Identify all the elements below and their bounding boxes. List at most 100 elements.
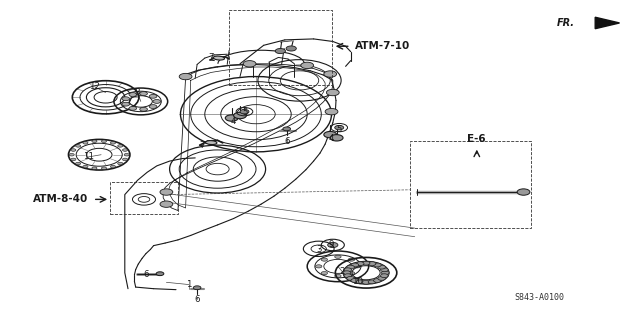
Circle shape xyxy=(140,108,147,111)
Circle shape xyxy=(325,108,338,115)
Circle shape xyxy=(321,271,328,275)
Circle shape xyxy=(110,142,115,144)
Circle shape xyxy=(368,262,376,265)
Bar xyxy=(229,10,332,85)
Circle shape xyxy=(356,262,364,265)
Text: 9: 9 xyxy=(329,240,334,249)
Ellipse shape xyxy=(205,141,217,145)
Text: 7: 7 xyxy=(199,141,204,150)
Text: 4: 4 xyxy=(329,134,334,143)
Circle shape xyxy=(129,93,137,96)
Circle shape xyxy=(71,158,76,161)
Circle shape xyxy=(321,258,328,261)
Text: S843-A0100: S843-A0100 xyxy=(514,293,564,302)
Ellipse shape xyxy=(213,56,225,60)
Circle shape xyxy=(122,102,130,106)
Circle shape xyxy=(122,158,127,161)
Text: 10: 10 xyxy=(351,277,363,286)
Circle shape xyxy=(347,265,355,269)
Circle shape xyxy=(122,149,127,151)
Circle shape xyxy=(330,135,343,141)
Circle shape xyxy=(381,268,388,272)
Circle shape xyxy=(335,255,341,258)
Circle shape xyxy=(118,145,123,147)
Circle shape xyxy=(129,107,137,110)
Circle shape xyxy=(344,274,351,278)
Circle shape xyxy=(83,142,88,144)
Circle shape xyxy=(381,274,388,278)
Circle shape xyxy=(101,167,106,169)
Circle shape xyxy=(347,277,355,280)
Circle shape xyxy=(122,97,130,100)
Circle shape xyxy=(362,261,370,265)
Text: 12: 12 xyxy=(89,82,100,91)
Circle shape xyxy=(149,105,157,108)
Circle shape xyxy=(301,62,314,69)
Text: ATM-7-10: ATM-7-10 xyxy=(355,41,410,51)
Circle shape xyxy=(354,265,360,268)
Circle shape xyxy=(149,94,157,98)
Text: FR.: FR. xyxy=(557,18,575,28)
Circle shape xyxy=(110,165,115,168)
Circle shape xyxy=(362,280,370,284)
Polygon shape xyxy=(595,17,620,29)
Circle shape xyxy=(76,162,81,165)
Text: 7: 7 xyxy=(209,53,214,62)
Circle shape xyxy=(326,89,339,96)
Circle shape xyxy=(153,100,161,103)
Circle shape xyxy=(240,109,249,114)
Circle shape xyxy=(243,61,256,67)
Circle shape xyxy=(283,127,291,131)
Circle shape xyxy=(69,153,74,156)
Text: ATM-8-40: ATM-8-40 xyxy=(33,194,88,204)
Circle shape xyxy=(160,201,173,207)
Circle shape xyxy=(335,125,344,130)
Circle shape xyxy=(140,92,147,95)
Circle shape xyxy=(374,278,381,282)
Text: 5: 5 xyxy=(337,125,342,134)
Text: 2: 2 xyxy=(340,267,345,276)
Circle shape xyxy=(179,73,192,80)
Circle shape xyxy=(275,48,285,54)
Circle shape xyxy=(76,145,81,147)
Circle shape xyxy=(348,258,355,261)
Bar xyxy=(410,141,531,228)
Circle shape xyxy=(83,165,88,168)
Circle shape xyxy=(160,189,173,195)
Circle shape xyxy=(316,265,322,268)
Circle shape xyxy=(118,162,123,165)
Text: 6: 6 xyxy=(284,137,289,146)
Circle shape xyxy=(92,140,97,143)
Circle shape xyxy=(344,268,351,272)
Circle shape xyxy=(351,263,358,267)
Bar xyxy=(110,182,178,214)
Circle shape xyxy=(328,242,338,248)
Circle shape xyxy=(343,271,351,275)
Circle shape xyxy=(156,272,164,276)
Circle shape xyxy=(101,140,106,143)
Text: 3: 3 xyxy=(316,245,321,254)
Circle shape xyxy=(356,280,364,284)
Text: 6: 6 xyxy=(143,271,148,279)
Circle shape xyxy=(517,189,530,195)
Circle shape xyxy=(225,115,238,121)
Circle shape xyxy=(374,263,381,267)
Circle shape xyxy=(193,286,201,290)
Text: 5: 5 xyxy=(243,108,248,117)
Circle shape xyxy=(378,265,385,269)
Text: 1: 1 xyxy=(186,280,191,289)
Circle shape xyxy=(348,271,355,275)
Circle shape xyxy=(324,131,337,138)
Circle shape xyxy=(335,274,341,278)
Circle shape xyxy=(234,112,246,119)
Text: 8: 8 xyxy=(135,88,140,97)
Text: 4: 4 xyxy=(231,117,236,126)
Circle shape xyxy=(71,149,76,151)
Circle shape xyxy=(92,167,97,169)
Circle shape xyxy=(324,71,337,77)
Circle shape xyxy=(378,277,385,280)
Circle shape xyxy=(381,271,389,275)
Circle shape xyxy=(124,153,129,156)
Text: 6: 6 xyxy=(195,295,200,304)
Circle shape xyxy=(351,278,358,282)
